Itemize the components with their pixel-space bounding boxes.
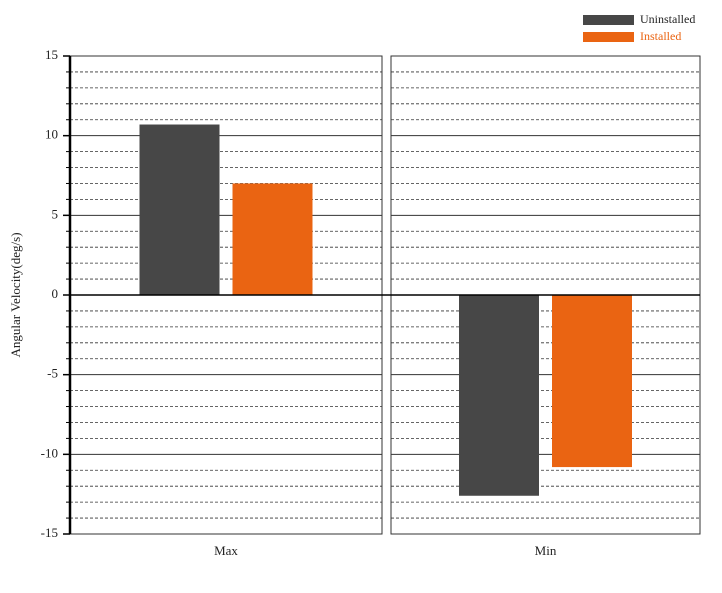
y-tick-label: -15	[41, 525, 58, 540]
x-tick-label: Min	[535, 543, 557, 558]
bar	[552, 295, 632, 468]
bar	[232, 183, 313, 295]
y-tick-label: 5	[52, 206, 59, 221]
legend-swatch	[583, 32, 634, 42]
legend-label: Installed	[640, 29, 681, 43]
bar	[459, 295, 539, 496]
y-tick-label: 15	[45, 47, 58, 62]
y-tick-label: 10	[45, 127, 58, 142]
x-tick-label: Max	[214, 543, 238, 558]
y-tick-label: -10	[41, 445, 58, 460]
y-tick-label: -5	[47, 366, 58, 381]
legend-swatch	[583, 15, 634, 25]
bar	[139, 124, 220, 295]
legend-label: Uninstalled	[640, 12, 695, 26]
y-tick-label: 0	[52, 286, 59, 301]
y-axis-label: Angular Velocity(deg/s)	[8, 232, 23, 357]
